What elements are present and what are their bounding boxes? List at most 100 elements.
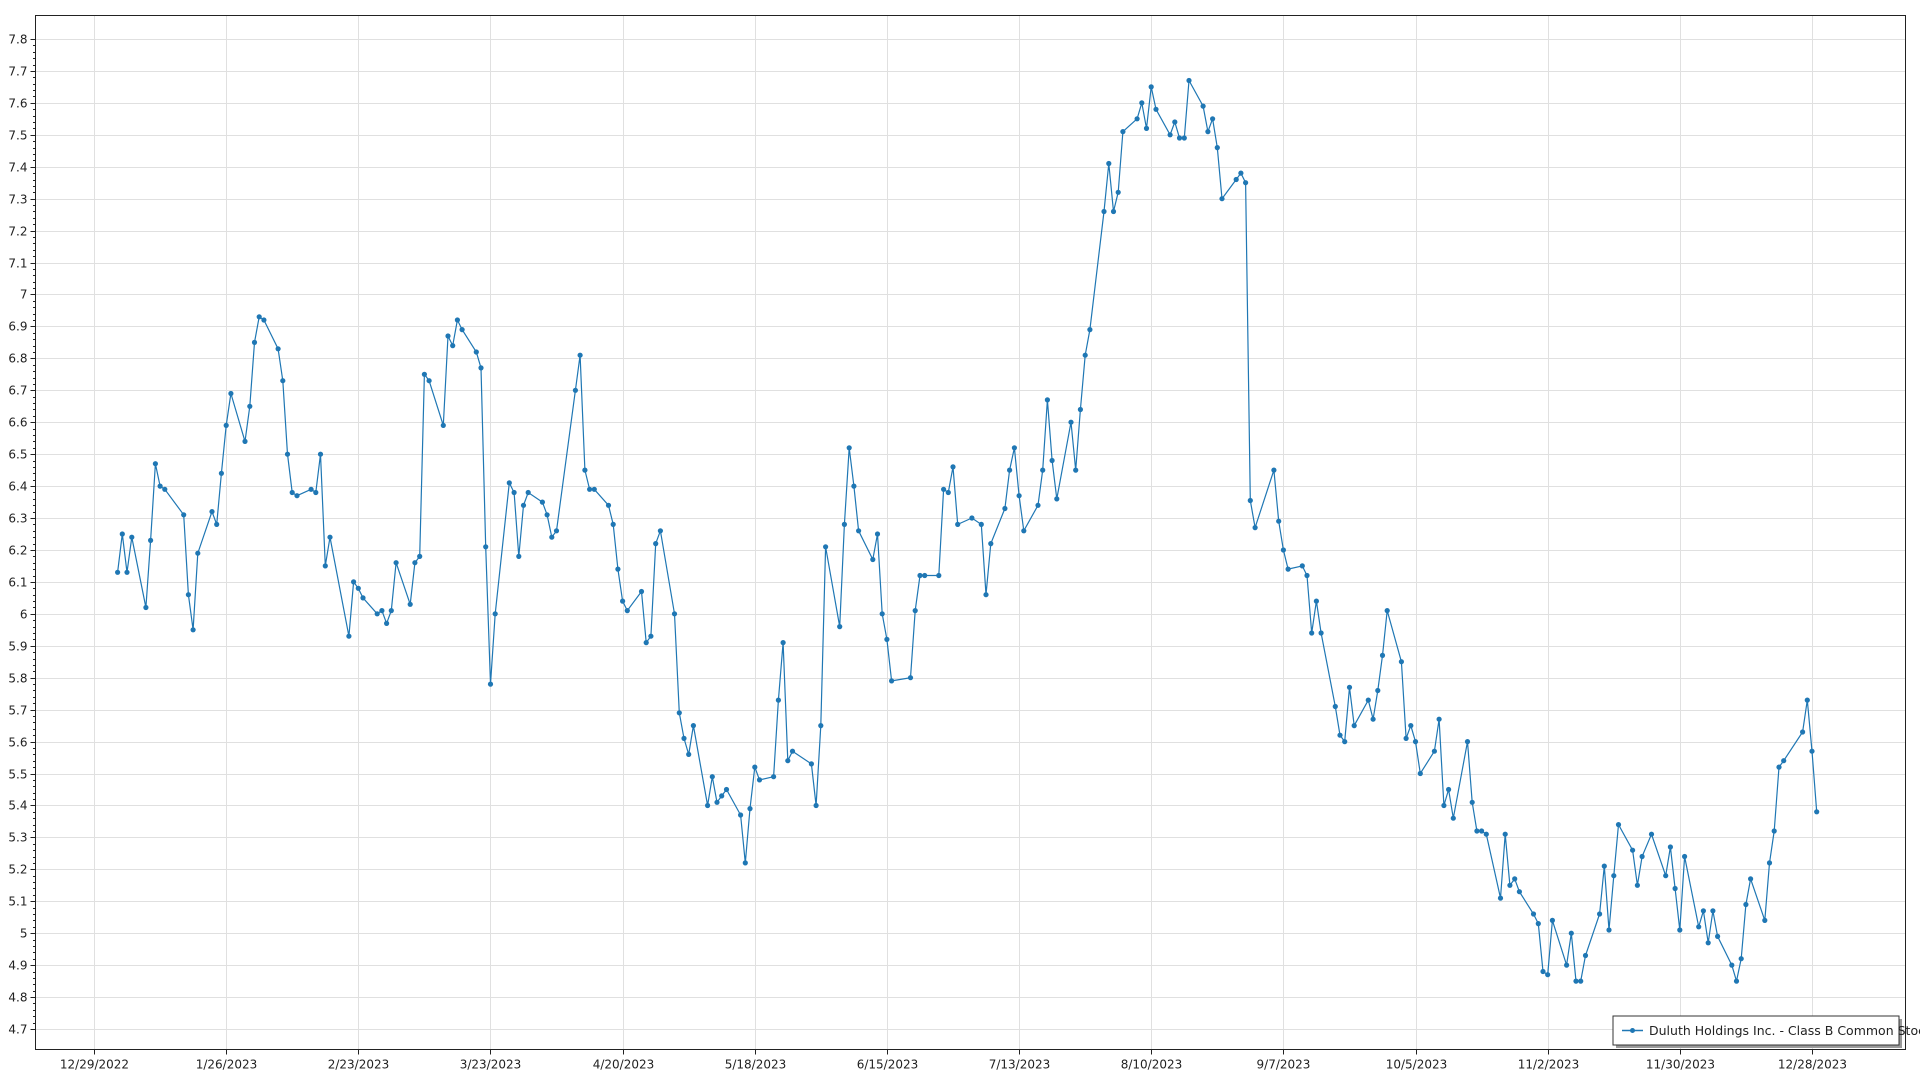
- data-point: [1210, 116, 1216, 122]
- data-point: [874, 531, 881, 537]
- data-point: [1431, 748, 1437, 754]
- data-point: [1729, 962, 1735, 968]
- data-point: [1738, 956, 1744, 962]
- data-point: [388, 608, 394, 614]
- y-tick-label: 5: [20, 927, 28, 941]
- data-point: [917, 572, 923, 579]
- x-tick-label: 4/20/2023: [593, 1058, 655, 1072]
- data-point: [1582, 952, 1589, 959]
- data-point: [313, 489, 319, 496]
- data-point: [407, 601, 413, 607]
- data-point: [587, 486, 593, 492]
- data-point: [582, 467, 588, 473]
- data-point: [1615, 822, 1622, 828]
- data-point: [1672, 885, 1678, 892]
- y-tick-label: 6.1: [8, 576, 27, 590]
- data-point: [478, 365, 484, 371]
- data-point: [506, 480, 512, 486]
- data-point: [115, 569, 121, 575]
- data-point: [1549, 917, 1555, 924]
- data-point: [1233, 176, 1239, 183]
- data-point: [1016, 493, 1022, 499]
- data-point: [454, 317, 460, 323]
- data-point: [1634, 882, 1640, 888]
- data-point: [1384, 608, 1390, 614]
- data-point: [922, 572, 928, 579]
- data-point: [162, 486, 168, 492]
- y-tick-label: 7.2: [8, 225, 27, 239]
- data-point: [322, 563, 328, 569]
- data-point: [1441, 802, 1447, 809]
- data-point: [742, 860, 748, 866]
- y-tick-label: 6.4: [8, 480, 27, 494]
- data-point: [520, 502, 527, 508]
- data-point: [1247, 497, 1253, 504]
- data-point: [1219, 196, 1225, 202]
- data-point: [1483, 831, 1489, 837]
- data-point: [1068, 419, 1074, 425]
- data-point: [624, 608, 630, 614]
- data-point: [1748, 876, 1754, 882]
- data-point: [346, 633, 352, 639]
- data-point: [941, 486, 947, 492]
- y-tick-label: 6.3: [8, 512, 27, 526]
- data-point: [124, 569, 130, 575]
- grid: [35, 15, 1906, 1050]
- y-tick-label: 5.9: [8, 640, 27, 654]
- data-point: [360, 595, 366, 601]
- data-point: [978, 521, 984, 528]
- y-tick-label: 6.7: [8, 384, 27, 398]
- data-point: [421, 371, 427, 377]
- data-point: [148, 537, 154, 544]
- data-point: [1677, 927, 1683, 933]
- data-point: [1318, 630, 1324, 636]
- data-point: [1743, 901, 1749, 908]
- data-point: [129, 534, 135, 540]
- data-point: [686, 751, 692, 758]
- data-point: [1733, 978, 1740, 984]
- data-point: [525, 489, 531, 496]
- data-point: [818, 723, 824, 729]
- data-point: [1120, 129, 1126, 135]
- data-point: [657, 528, 664, 534]
- x-axis: 12/29/2022 1/26/2023 2/23/2023 3/23/2023 4/2…: [60, 1049, 1847, 1072]
- data-point: [1035, 502, 1041, 508]
- y-tick-label: 6.6: [8, 416, 27, 430]
- data-point: [638, 588, 645, 595]
- data-point: [1106, 160, 1112, 167]
- x-tick-label: 12/28/2023: [1778, 1058, 1847, 1072]
- data-point: [1205, 129, 1211, 135]
- y-tick-label: 4.7: [8, 1023, 27, 1037]
- data-point: [275, 346, 281, 352]
- data-point: [1304, 572, 1310, 579]
- data-point: [157, 483, 163, 489]
- data-point: [747, 806, 753, 812]
- data-point: [1611, 873, 1617, 879]
- data-point: [209, 509, 215, 515]
- data-point: [780, 640, 786, 646]
- data-point: [544, 512, 550, 518]
- data-point: [483, 544, 489, 550]
- data-point: [1082, 352, 1088, 358]
- data-point: [1243, 180, 1249, 186]
- data-point: [1134, 116, 1140, 122]
- data-point: [1814, 809, 1820, 815]
- y-tick-label: 5.6: [8, 736, 27, 750]
- y-tick-label: 7.5: [8, 129, 27, 143]
- plot-frame: [35, 15, 1906, 1050]
- data-point: [1365, 697, 1371, 703]
- data-point: [1007, 467, 1013, 473]
- data-point: [1781, 758, 1787, 764]
- data-point: [1530, 911, 1537, 917]
- data-point: [1238, 170, 1244, 176]
- data-point: [1601, 863, 1607, 869]
- data-point: [1342, 739, 1348, 745]
- data-point: [1153, 106, 1159, 112]
- x-tick-label: 12/29/2022: [60, 1058, 129, 1072]
- data-point: [1398, 659, 1404, 665]
- data-point: [1450, 815, 1456, 821]
- data-point: [247, 403, 253, 409]
- data-point: [143, 604, 149, 611]
- y-tick-label: 6.8: [8, 352, 27, 366]
- data-point: [643, 640, 649, 646]
